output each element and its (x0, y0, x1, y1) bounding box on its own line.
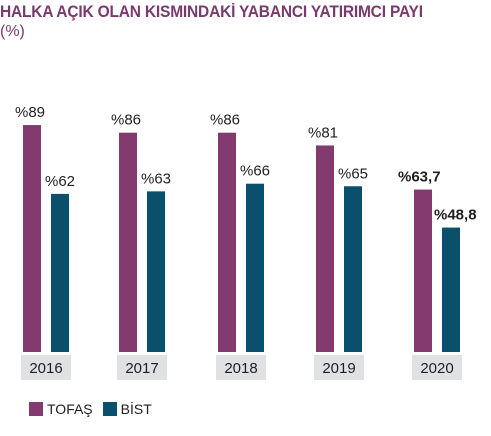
bar-bist-2020 (442, 227, 460, 352)
legend-label-bist: BİST (120, 401, 152, 417)
data-label-bist-2016: %62 (45, 173, 75, 190)
data-label-bist-2018: %66 (240, 163, 270, 180)
chart-subtitle: (%) (0, 23, 25, 40)
data-label-tofas-2018: %86 (210, 112, 240, 129)
data-label-bist-2019: %65 (338, 165, 368, 182)
legend-label-tofas: TOFAŞ (47, 401, 93, 417)
chart-title: HALKA AÇIK OLAN KISMINDAKİ YABANCI YATIR… (0, 3, 423, 21)
legend-item-tofas: TOFAŞ (29, 401, 93, 417)
bar-tofas-2018 (218, 132, 236, 352)
legend-swatch-bist (102, 402, 117, 416)
data-label-tofas-2019: %81 (308, 124, 338, 141)
data-label-tofas-2017: %86 (111, 112, 141, 129)
year-label-bg-2016 (21, 355, 71, 380)
x-tick-label-2020: 2020 (420, 360, 453, 377)
bar-bist-2016 (51, 193, 69, 352)
bar-tofas-2019 (316, 145, 334, 352)
bar-bist-2018 (246, 183, 264, 352)
data-label-bist-2017: %63 (141, 170, 171, 187)
x-tick-label-2018: 2018 (224, 360, 257, 377)
bar-bist-2019 (344, 186, 362, 352)
data-label-tofas-2016: %89 (15, 104, 45, 121)
bar-bist-2017 (147, 191, 165, 352)
x-tick-label-2019: 2019 (322, 360, 355, 377)
year-label-bg-2019 (314, 355, 364, 380)
year-label-bg-2018 (216, 355, 266, 380)
year-label-bg-2020 (412, 355, 462, 380)
bar-tofas-2020 (414, 189, 432, 352)
legend: TOFAŞ BİST (29, 401, 162, 417)
data-label-bist-2020: %48,8 (434, 207, 477, 224)
legend-item-bist: BİST (102, 401, 152, 417)
x-tick-label-2016: 2016 (29, 360, 62, 377)
legend-swatch-tofas (29, 402, 43, 416)
year-label-bg-2017 (117, 355, 167, 380)
bar-tofas-2016 (23, 125, 41, 352)
data-label-tofas-2020: %63,7 (398, 169, 441, 186)
bar-tofas-2017 (119, 132, 137, 352)
x-tick-label-2017: 2017 (125, 360, 158, 377)
